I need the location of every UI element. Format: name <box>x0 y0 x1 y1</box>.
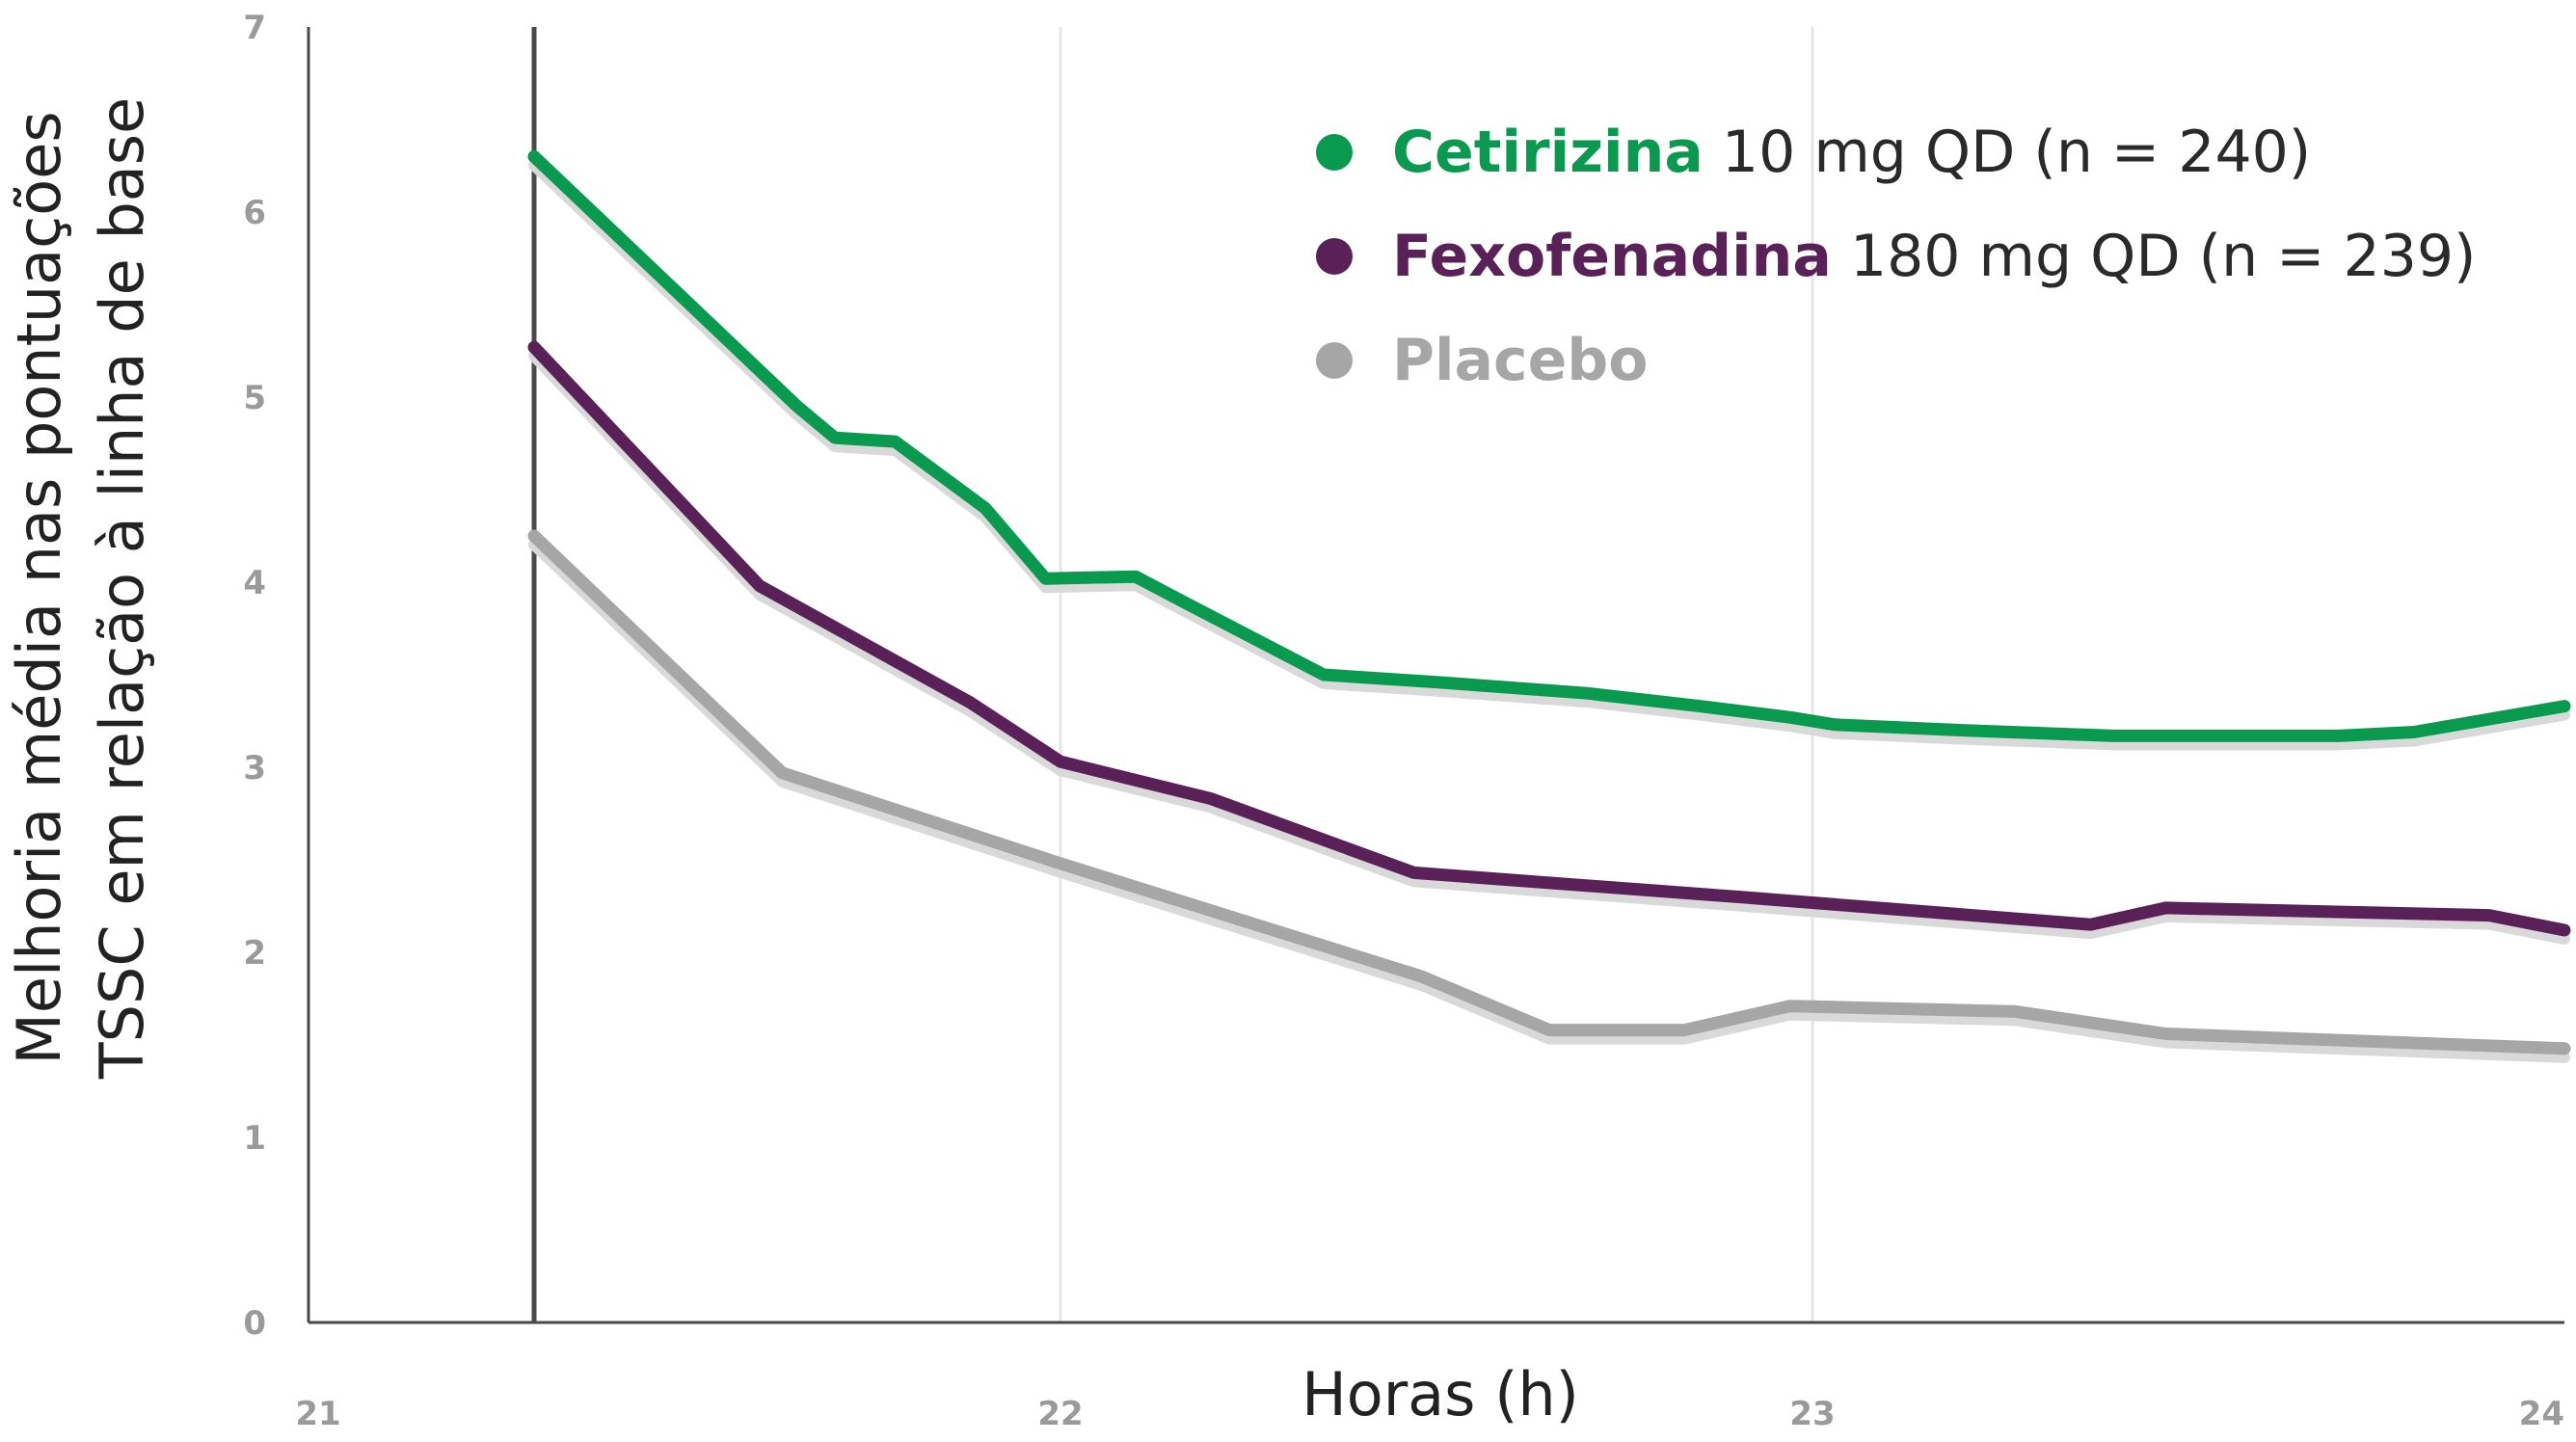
legend-series-name: Placebo <box>1392 327 1648 394</box>
legend-series-dose: 10 mg QD (n = 240) <box>1704 119 2311 186</box>
series-line-fexofenadina <box>527 340 2571 937</box>
legend-entry-cetirizina: Cetirizina 10 mg QD (n = 240) <box>1392 119 2311 186</box>
legend-marker-placebo <box>1316 342 1353 379</box>
y-axis-title-line-1: Melhoria média nas pontuações <box>4 111 74 1064</box>
x-tick-label-21: 21 <box>295 1395 340 1433</box>
legend-series-dose: 180 mg QD (n = 239) <box>1832 223 2477 290</box>
y-tick-label-3: 3 <box>243 749 266 788</box>
y-tick-label-2: 2 <box>243 934 266 973</box>
y-tick-label-4: 4 <box>243 564 266 602</box>
legend-marker-fexofenadina <box>1316 238 1353 275</box>
legend-entry-fexofenadina: Fexofenadina 180 mg QD (n = 239) <box>1392 223 2476 290</box>
series-line-shadow-placebo <box>528 539 2570 1063</box>
x-tick-label-24: 24 <box>2519 1395 2564 1433</box>
legend-entry-placebo: Placebo <box>1392 327 1648 394</box>
legend-marker-cetirizina <box>1316 134 1353 171</box>
y-tick-label-0: 0 <box>243 1304 266 1343</box>
y-tick-label-1: 1 <box>243 1119 266 1158</box>
series-line-shadow-fexofenadina <box>528 350 2570 945</box>
gridlines <box>1059 27 1814 1322</box>
y-tick-label-6: 6 <box>243 194 266 232</box>
series-line-shadow-cetirizina <box>528 159 2570 751</box>
y-tick-label-7: 7 <box>243 9 266 47</box>
x-tick-label-22: 22 <box>1037 1395 1083 1433</box>
series-line-cetirizina <box>527 149 2571 742</box>
legend: Cetirizina 10 mg QD (n = 240) Fexofenadin… <box>1316 119 2476 394</box>
series-line-placebo <box>527 529 2571 1055</box>
legend-series-name: Cetirizina <box>1392 119 1704 186</box>
x-axis-title: Horas (h) <box>1301 1359 1579 1429</box>
y-axis-title-line-2: TSSC em relação à linha de base <box>87 97 157 1081</box>
y-tick-label-5: 5 <box>243 379 266 417</box>
x-tick-label-23: 23 <box>1789 1395 1835 1433</box>
series-lines <box>527 149 2571 1063</box>
axes <box>307 27 2564 1324</box>
legend-series-name: Fexofenadina <box>1392 223 1832 290</box>
